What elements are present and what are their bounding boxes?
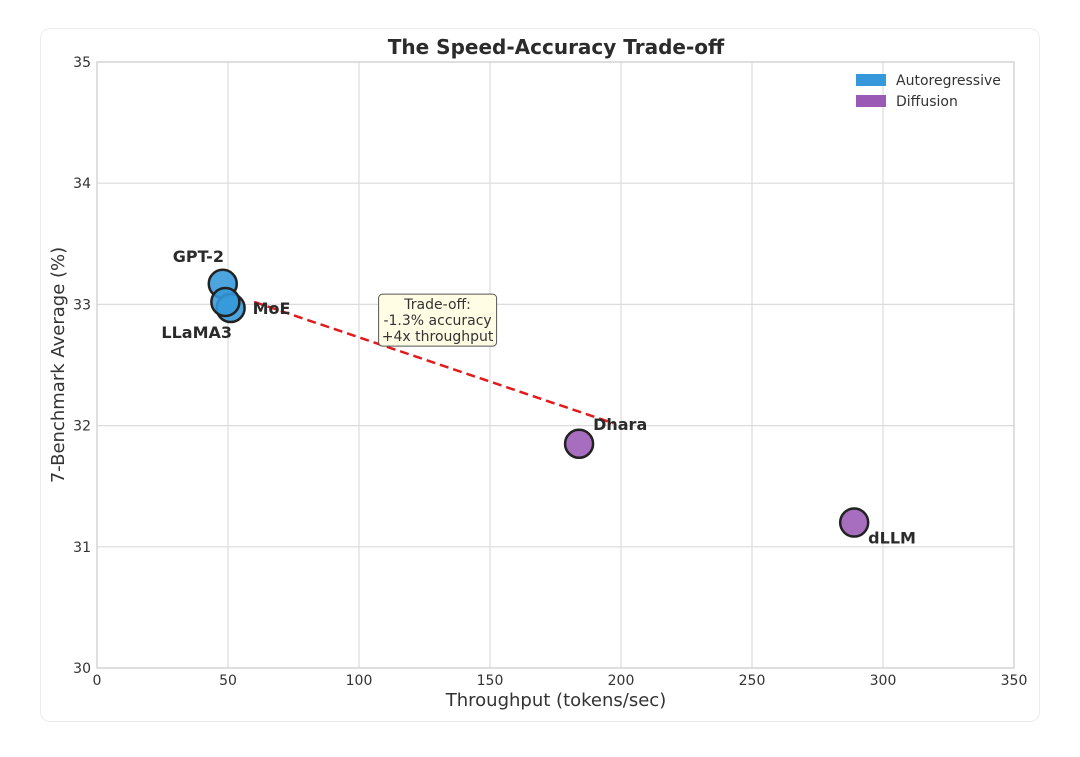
- annotation-box: [378, 293, 498, 347]
- point-dllm: [838, 507, 870, 538]
- y-tick-label: 31: [73, 540, 91, 556]
- y-tick-label: 34: [73, 176, 91, 192]
- data-points: [207, 268, 870, 538]
- x-axis-ticks: 0 50 100 150 200 250 300 350: [93, 673, 1028, 689]
- annotation-line: Trade-off:: [403, 297, 471, 313]
- annotation-line: -1.3% accuracy: [383, 313, 491, 329]
- chart-title: The Speed-Accuracy Trade-off: [388, 35, 725, 59]
- x-tick-label: 300: [870, 673, 897, 689]
- legend-swatch: [856, 95, 886, 107]
- y-tick-label: 32: [73, 419, 91, 435]
- point-label-gpt-2: GPT-2: [173, 247, 224, 266]
- point-label-dllm: dLLM: [868, 529, 916, 548]
- y-tick-label: 30: [73, 661, 91, 677]
- point-label-dhara: Dhara: [593, 415, 647, 434]
- legend-entry: Autoregressive: [896, 73, 1001, 89]
- legend-entry: Diffusion: [896, 94, 958, 110]
- point-label-llama3: LLaMA3: [161, 323, 232, 342]
- trade-off-line: [253, 300, 614, 425]
- chart-card: [40, 28, 1040, 722]
- x-tick-label: 0: [93, 673, 102, 689]
- y-tick-label: 33: [73, 297, 91, 313]
- y-axis-ticks: 30 31 32 33 34 35: [73, 55, 91, 677]
- point-label-moe: MoE: [253, 299, 291, 318]
- x-tick-label: 50: [219, 673, 237, 689]
- legend-swatch: [856, 74, 886, 86]
- point-dhara: [563, 428, 595, 460]
- plot-frame: [96, 61, 1015, 669]
- x-axis-label: Throughput (tokens/sec): [445, 690, 666, 711]
- trade-off-annotation: Trade-off:-1.3% accuracy+4x throughput: [378, 293, 498, 347]
- legend: Autoregressive Diffusion: [856, 73, 1001, 110]
- grid: [96, 61, 1015, 669]
- point-labels: GPT-2 MoE LLaMA3 Dhara dLLM: [161, 247, 916, 548]
- annotation-line: +4x throughput: [382, 329, 494, 345]
- x-tick-label: 250: [739, 673, 766, 689]
- y-tick-label: 35: [73, 55, 91, 71]
- point-llama3: [210, 286, 241, 318]
- x-tick-label: 200: [608, 673, 635, 689]
- x-tick-label: 150: [477, 673, 504, 689]
- x-tick-label: 100: [346, 673, 373, 689]
- x-tick-label: 350: [1001, 673, 1028, 689]
- y-axis-label: 7-Benchmark Average (%): [48, 247, 69, 483]
